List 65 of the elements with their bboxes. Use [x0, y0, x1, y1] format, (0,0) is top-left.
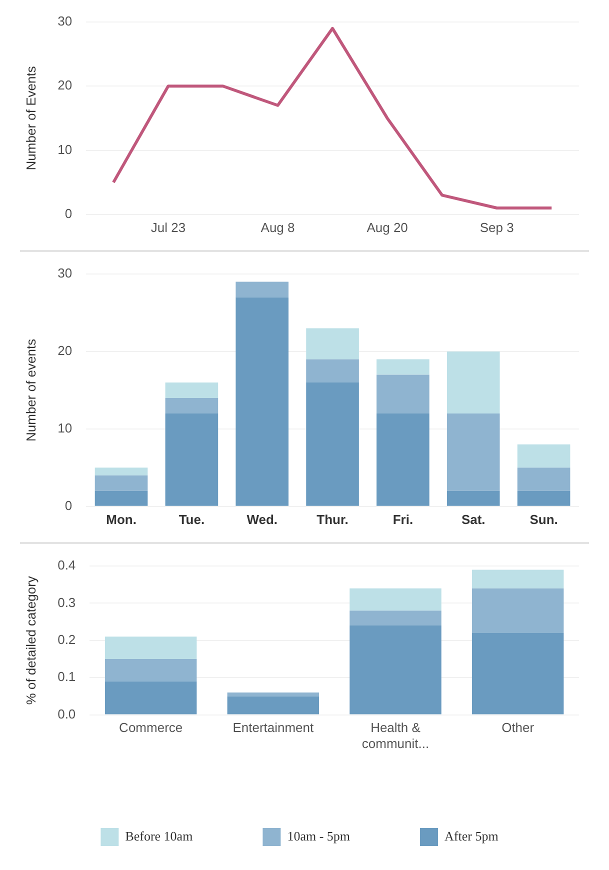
x-tick-label: Entertainment: [232, 720, 314, 736]
bar: [104, 636, 197, 659]
bar: [236, 297, 289, 506]
bar: [472, 632, 564, 714]
x-tick-label: Tue.: [178, 512, 205, 527]
bar: [227, 696, 320, 714]
bar: [236, 282, 289, 298]
x-tick-label: Health & communit...: [362, 720, 430, 751]
bar: [517, 468, 570, 491]
x-tick-label: Sun.: [530, 512, 558, 527]
y-tick-label: 0.0: [58, 706, 76, 722]
x-tick-label: Sat.: [461, 512, 486, 527]
bar: [165, 398, 218, 414]
y-tick-label: 30: [58, 266, 72, 281]
x-tick-label: Sep 3: [480, 220, 514, 235]
bar: [517, 444, 570, 468]
y-tick-label: 0.3: [58, 594, 76, 610]
x-tick-label: Aug 8: [260, 220, 295, 235]
y-tick-label: 30: [58, 14, 72, 29]
bar: [94, 475, 148, 491]
x-tick-label: Wed.: [246, 512, 278, 527]
y-tick-label: 0.4: [58, 558, 76, 573]
bar: [227, 692, 320, 696]
x-tick-label: Mon.: [106, 512, 136, 527]
y-tick-label: 0: [64, 498, 72, 513]
bar: [306, 328, 359, 360]
x-tick-label: Jul 23: [150, 220, 186, 235]
bar: [472, 570, 564, 588]
legend-label: After 5pm: [444, 828, 498, 844]
legend-label: 10am - 5pm: [287, 828, 350, 844]
x-tick-label: Fri.: [392, 512, 414, 527]
y-tick-label: 0: [64, 206, 72, 221]
legend-label: Before 10am: [125, 828, 193, 844]
x-tick-label: Thur.: [316, 512, 348, 527]
bar: [94, 468, 148, 476]
y-axis-title: Number of Events: [23, 66, 38, 170]
y-axis-title: Number of events: [23, 338, 38, 442]
bar: [104, 681, 197, 714]
y-tick-label: 0.2: [58, 632, 76, 647]
bar: [104, 659, 197, 682]
y-tick-label: 0.1: [58, 669, 76, 684]
bar: [376, 359, 430, 375]
bar: [350, 626, 442, 714]
y-axis-title: % of detailed category: [23, 576, 38, 705]
x-tick-label: Commerce: [119, 720, 183, 736]
bar: [350, 610, 442, 626]
x-tick-label: Aug 20: [366, 220, 408, 235]
bar: [446, 351, 500, 414]
bar: [306, 359, 359, 382]
bar: [446, 413, 500, 491]
bar: [376, 374, 430, 414]
y-tick-label: 20: [58, 78, 72, 93]
bar: [446, 490, 500, 506]
bar: [94, 490, 148, 506]
bar: [350, 588, 442, 611]
y-tick-label: 20: [58, 343, 72, 358]
bar: [165, 382, 218, 398]
y-tick-label: 10: [58, 420, 72, 436]
bar: [472, 588, 564, 633]
bar: [376, 413, 430, 506]
bar: [165, 413, 218, 506]
y-tick-label: 10: [58, 142, 72, 157]
x-tick-label: Other: [502, 720, 535, 736]
bar: [517, 490, 570, 506]
bar: [306, 382, 359, 506]
